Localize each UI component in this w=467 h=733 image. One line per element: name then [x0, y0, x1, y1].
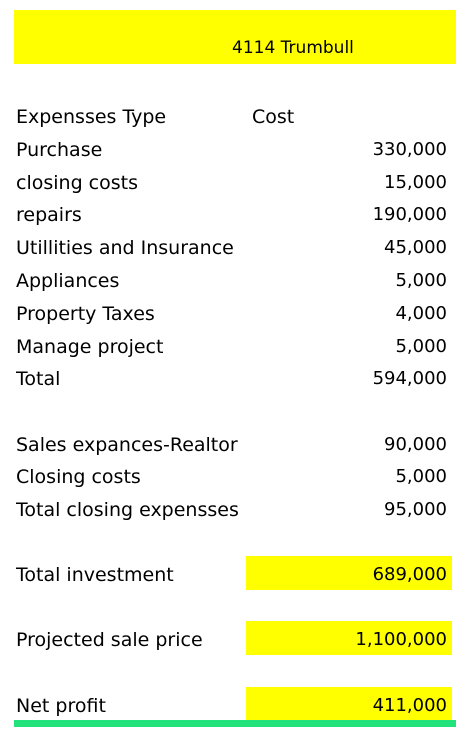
- sales-row: Closing costs 5,000: [0, 462, 467, 492]
- net-profit-row: Net profit 411,000: [0, 691, 467, 721]
- total-investment-highlight: [246, 556, 452, 590]
- sales-total-value: 95,000: [384, 499, 447, 520]
- expense-label: Utillities and Insurance: [16, 237, 234, 259]
- total-investment-label: Total investment: [16, 564, 174, 586]
- expense-label: Property Taxes: [16, 303, 155, 325]
- sales-value: 90,000: [384, 434, 447, 455]
- expense-label: Purchase: [16, 139, 103, 161]
- sales-total-row: Total closing expensses 95,000: [0, 495, 467, 525]
- expense-value: 190,000: [372, 204, 447, 225]
- cost-header: Cost: [252, 106, 295, 128]
- net-profit-value: 411,000: [372, 695, 447, 716]
- title-bar: [14, 10, 456, 64]
- sale-price-highlight: [246, 621, 452, 655]
- expense-row: Manage project 5,000: [0, 332, 467, 362]
- total-investment-value: 689,000: [372, 564, 447, 585]
- sales-total-label: Total closing expensses: [16, 499, 239, 521]
- sale-price-label: Projected sale price: [16, 629, 203, 651]
- expense-row: repairs 190,000: [0, 200, 467, 230]
- expense-row: Appliances 5,000: [0, 266, 467, 296]
- expense-value: 330,000: [372, 139, 447, 160]
- expense-value: 5,000: [395, 270, 447, 291]
- expense-label: Manage project: [16, 336, 164, 358]
- sale-price-value: 1,100,000: [355, 629, 447, 650]
- header-row: Expensses Type Cost: [0, 102, 467, 132]
- expense-value: 45,000: [384, 237, 447, 258]
- expense-type-header: Expensses Type: [16, 106, 167, 128]
- sales-value: 5,000: [395, 466, 447, 487]
- expense-value: 5,000: [395, 336, 447, 357]
- expense-total-value: 594,000: [372, 368, 447, 389]
- expense-label: closing costs: [16, 172, 138, 194]
- property-title: 4114 Trumbull: [232, 38, 354, 58]
- expense-row: Property Taxes 4,000: [0, 299, 467, 329]
- net-profit-label: Net profit: [16, 695, 106, 717]
- total-investment-row: Total investment 689,000: [0, 560, 467, 590]
- expense-total-row: Total 594,000: [0, 364, 467, 394]
- sales-row: Sales expances-Realtor 90,000: [0, 430, 467, 460]
- accent-underline: [14, 720, 456, 727]
- expense-row: Utillities and Insurance 45,000: [0, 233, 467, 263]
- sale-price-row: Projected sale price 1,100,000: [0, 625, 467, 655]
- expense-total-label: Total: [16, 368, 61, 390]
- net-profit-highlight: [246, 687, 452, 721]
- expense-label: Appliances: [16, 270, 120, 292]
- expense-value: 15,000: [384, 172, 447, 193]
- expense-label: repairs: [16, 204, 82, 226]
- expense-row: closing costs 15,000: [0, 168, 467, 198]
- expense-value: 4,000: [395, 303, 447, 324]
- expense-row: Purchase 330,000: [0, 135, 467, 165]
- sales-label: Sales expances-Realtor: [16, 434, 238, 456]
- sales-label: Closing costs: [16, 466, 141, 488]
